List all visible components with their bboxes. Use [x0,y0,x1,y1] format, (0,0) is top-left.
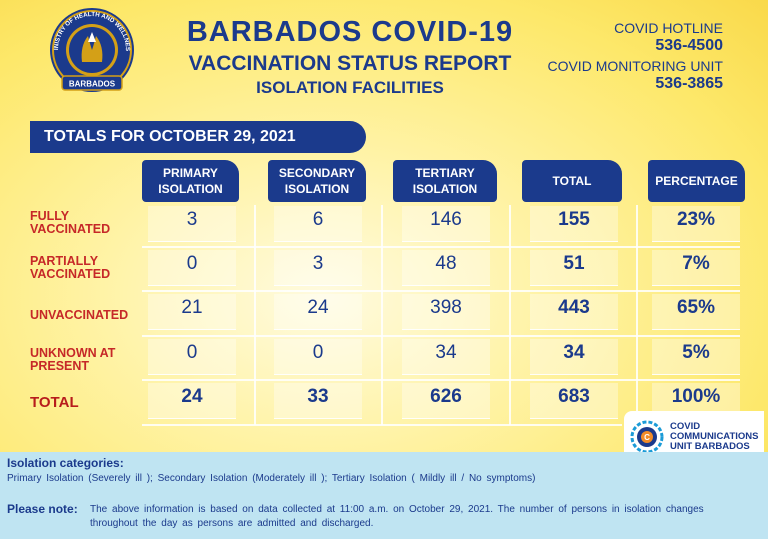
ccu-text: COVID COMMUNICATIONS UNIT BARBADOS [670,421,759,452]
grid-line [142,335,740,337]
col-header-percentage: PERCENTAGE [648,160,745,202]
table-cell: 155 [530,206,618,242]
table-cell: 48 [402,250,490,286]
table-cell: 0 [148,250,236,286]
page-subtitle: VACCINATION STATUS REPORT [188,52,512,75]
table-cell: 5% [652,339,740,375]
contact-block: COVID HOTLINE 536-4500 COVID MONITORING … [547,20,723,93]
svg-text:BARBADOS: BARBADOS [69,80,116,89]
table-cell: 443 [530,294,618,330]
note-label: Please note: [7,502,78,516]
page-subsubtitle: ISOLATION FACILITIES [256,78,444,97]
table-cell: 23% [652,206,740,242]
table-cell: 21 [148,294,236,330]
row-label-unvaccinated: UNVACCINATED [30,308,129,322]
col-header-secondary: SECONDARY ISOLATION [268,160,366,202]
col-header-tertiary: TERTIARY ISOLATION [393,160,497,202]
table-cell: 65% [652,294,740,330]
monitoring-label: COVID MONITORING UNIT [547,58,723,74]
row-label-total: TOTAL [30,394,79,411]
hotline-number: 536-4500 [655,37,723,54]
row-label-fully-vaccinated: FULLY VACCINATED [30,209,111,236]
categories-text: Primary Isolation (Severely ill ); Secon… [7,473,536,484]
table-cell: 34 [402,339,490,375]
ministry-logo: MINISTRY OF HEALTH AND WELLNESS BARBADOS [44,6,134,92]
grid-line [142,379,740,381]
date-banner: TOTALS FOR OCTOBER 29, 2021 [30,121,366,153]
grid-line [142,246,740,248]
grid-line [636,205,638,425]
footer-panel [0,452,768,539]
col-header-primary: PRIMARY ISOLATION [142,160,239,202]
table-cell: 7% [652,250,740,286]
table-cell: 6 [274,206,362,242]
table-cell: 3 [274,250,362,286]
table-cell: 398 [402,294,490,330]
row-label-unknown: UNKNOWN AT PRESENT [30,346,116,373]
grid-line [254,205,256,425]
svg-text:C: C [644,433,650,442]
table-cell: 33 [274,383,362,419]
table-cell: 683 [530,383,618,419]
table-cell: 626 [402,383,490,419]
table-cell: 34 [530,339,618,375]
table-cell: 0 [148,339,236,375]
table-cell: 3 [148,206,236,242]
note-text: The above information is based on data c… [90,504,704,529]
categories-title: Isolation categories: [7,456,124,470]
ccu-emblem-icon: C [630,420,664,454]
table-cell: 51 [530,250,618,286]
monitoring-number: 536-3865 [655,75,723,92]
page-title: BARBADOS COVID-19 [186,16,514,48]
hotline-label: COVID HOTLINE [614,20,723,36]
table-cell: 146 [402,206,490,242]
grid-line [381,205,383,425]
grid-line [142,424,622,426]
col-header-total: TOTAL [522,160,622,202]
grid-line [142,290,740,292]
table-cell: 24 [274,294,362,330]
title-block: BARBADOS COVID-19 VACCINATION STATUS REP… [130,16,570,99]
row-label-partially-vaccinated: PARTIALLY VACCINATED [30,254,111,281]
table-cell: 0 [274,339,362,375]
grid-line [509,205,511,425]
table-cell: 24 [148,383,236,419]
